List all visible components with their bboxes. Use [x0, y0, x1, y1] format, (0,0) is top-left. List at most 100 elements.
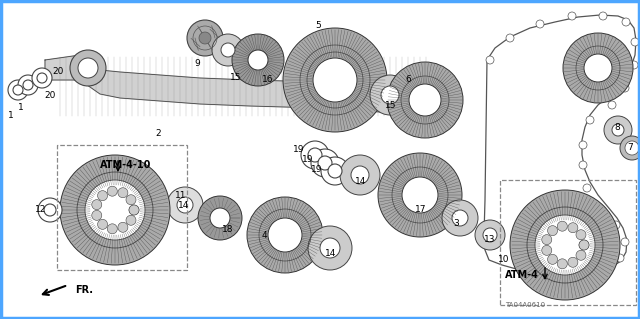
- Circle shape: [612, 124, 624, 136]
- Circle shape: [576, 272, 584, 280]
- Circle shape: [409, 84, 441, 116]
- Circle shape: [118, 222, 128, 232]
- Circle shape: [522, 268, 530, 276]
- Circle shape: [475, 220, 505, 250]
- Circle shape: [301, 141, 329, 169]
- Text: ATM-4: ATM-4: [505, 270, 539, 280]
- Circle shape: [452, 210, 468, 226]
- Text: 14: 14: [325, 249, 337, 258]
- Circle shape: [248, 50, 268, 70]
- Text: 15: 15: [230, 72, 241, 81]
- Circle shape: [340, 155, 380, 195]
- Circle shape: [586, 116, 594, 124]
- Circle shape: [212, 34, 244, 66]
- Circle shape: [579, 141, 587, 149]
- Circle shape: [621, 238, 629, 246]
- Circle shape: [579, 240, 589, 250]
- Circle shape: [38, 198, 62, 222]
- Circle shape: [548, 226, 557, 236]
- Circle shape: [563, 33, 633, 103]
- Circle shape: [584, 54, 612, 82]
- Circle shape: [177, 197, 193, 213]
- Circle shape: [60, 155, 170, 265]
- Circle shape: [596, 206, 604, 214]
- Circle shape: [318, 156, 332, 170]
- Circle shape: [630, 61, 638, 69]
- Circle shape: [600, 266, 608, 274]
- Circle shape: [32, 68, 52, 88]
- Text: 14: 14: [355, 177, 366, 187]
- Text: 7: 7: [627, 144, 633, 152]
- Text: 8: 8: [614, 123, 620, 132]
- Circle shape: [542, 235, 552, 245]
- Circle shape: [92, 210, 102, 220]
- Bar: [500, 180, 636, 305]
- Circle shape: [92, 200, 102, 210]
- Circle shape: [13, 85, 23, 95]
- Circle shape: [625, 141, 639, 155]
- Circle shape: [283, 28, 387, 132]
- Circle shape: [268, 218, 302, 252]
- Circle shape: [308, 226, 352, 270]
- Text: 6: 6: [405, 76, 411, 85]
- Circle shape: [557, 221, 567, 231]
- Circle shape: [129, 205, 139, 215]
- Circle shape: [483, 228, 497, 242]
- Text: 19: 19: [301, 155, 313, 165]
- Circle shape: [568, 257, 578, 267]
- Polygon shape: [45, 55, 433, 118]
- Circle shape: [576, 230, 586, 240]
- Circle shape: [599, 12, 607, 20]
- Circle shape: [535, 215, 595, 275]
- Circle shape: [579, 240, 589, 250]
- Circle shape: [541, 221, 589, 269]
- Circle shape: [328, 164, 342, 178]
- Circle shape: [198, 196, 242, 240]
- Circle shape: [557, 259, 567, 269]
- Circle shape: [23, 80, 33, 90]
- Circle shape: [199, 32, 211, 44]
- Text: 17: 17: [415, 205, 426, 214]
- Circle shape: [97, 219, 108, 229]
- Circle shape: [387, 62, 463, 138]
- Circle shape: [313, 58, 357, 102]
- Text: 5: 5: [315, 20, 321, 29]
- Circle shape: [308, 148, 322, 162]
- Text: 1: 1: [8, 110, 14, 120]
- Circle shape: [78, 58, 98, 78]
- Text: TA04A0610: TA04A0610: [505, 302, 545, 308]
- Circle shape: [108, 224, 117, 234]
- Circle shape: [118, 188, 128, 198]
- Circle shape: [37, 73, 47, 83]
- Circle shape: [44, 204, 56, 216]
- Circle shape: [621, 84, 629, 92]
- Circle shape: [18, 75, 38, 95]
- Circle shape: [247, 197, 323, 273]
- Bar: [57, 145, 187, 270]
- Circle shape: [370, 75, 410, 115]
- Text: FR.: FR.: [75, 285, 93, 295]
- Circle shape: [550, 272, 558, 280]
- Circle shape: [620, 136, 640, 160]
- Text: 11: 11: [175, 190, 186, 199]
- Circle shape: [167, 187, 203, 223]
- Circle shape: [608, 101, 616, 109]
- Circle shape: [548, 254, 557, 264]
- Circle shape: [85, 180, 145, 240]
- Circle shape: [579, 161, 587, 169]
- Text: 3: 3: [453, 219, 459, 228]
- Circle shape: [320, 238, 340, 258]
- Circle shape: [576, 250, 586, 260]
- Circle shape: [631, 38, 639, 46]
- Circle shape: [612, 221, 620, 229]
- Circle shape: [351, 166, 369, 184]
- Circle shape: [321, 157, 349, 185]
- Circle shape: [510, 190, 620, 300]
- Circle shape: [70, 50, 106, 86]
- Circle shape: [486, 56, 494, 64]
- Circle shape: [187, 20, 223, 56]
- Text: 2: 2: [155, 129, 161, 137]
- Circle shape: [542, 245, 552, 255]
- Circle shape: [311, 149, 339, 177]
- Circle shape: [221, 43, 235, 57]
